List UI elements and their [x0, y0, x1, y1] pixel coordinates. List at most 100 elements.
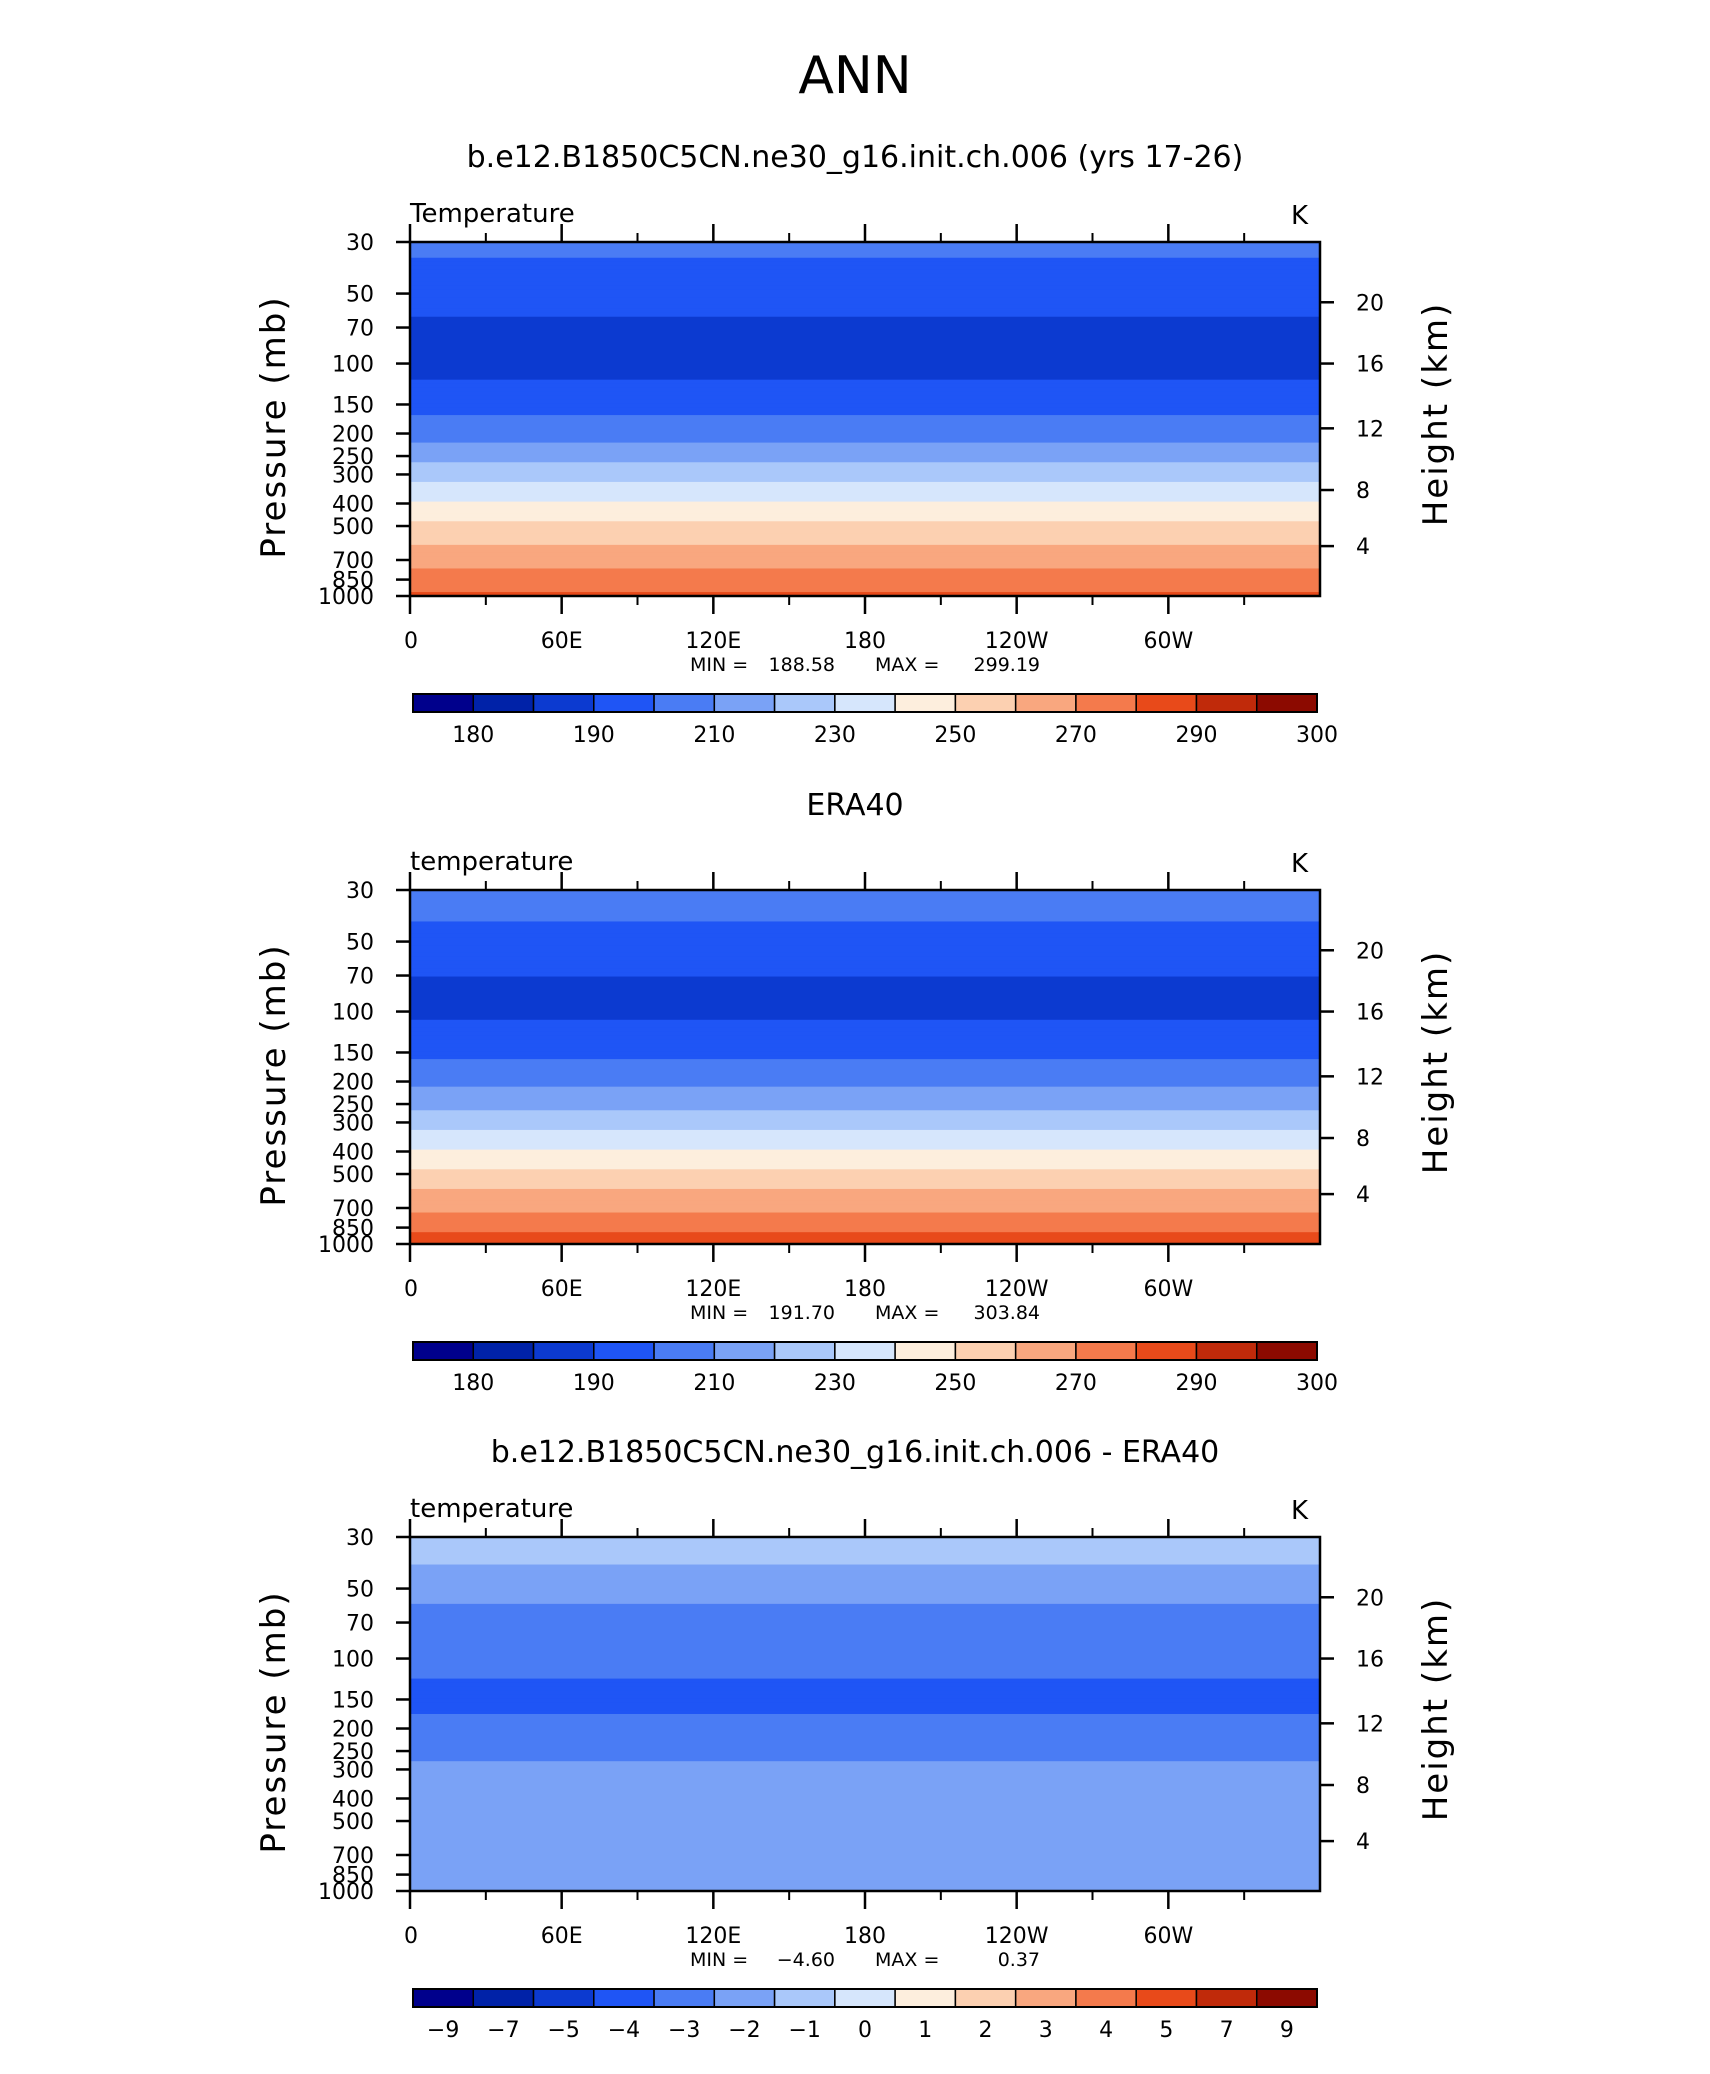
- contour-band: [410, 917, 1320, 923]
- x-tick-label: 120E: [685, 1924, 741, 1949]
- contour-band: [410, 1828, 1320, 1833]
- colorbar-label: 190: [573, 1371, 615, 1396]
- height-tick-label: 4: [1356, 1830, 1370, 1855]
- colorbar-swatch: [412, 1988, 475, 2008]
- contour-band: [410, 552, 1320, 558]
- contour-band: [410, 1008, 1320, 1013]
- contour-band: [410, 1110, 1320, 1115]
- contour-band: [410, 1776, 1320, 1782]
- colorbar-label: 300: [1296, 723, 1338, 748]
- min-label: MIN =: [690, 654, 748, 676]
- contour-band: [410, 1631, 1320, 1636]
- panel-title: b.e12.B1850C5CN.ne30_g16.init.ch.006 - E…: [491, 1435, 1220, 1470]
- colorbar-label: 300: [1296, 1371, 1338, 1396]
- contour-band: [410, 285, 1320, 290]
- contour-band: [410, 407, 1320, 412]
- contour-band: [410, 1157, 1320, 1162]
- colorbar-swatch: [954, 1341, 1017, 1361]
- contour-band: [410, 1023, 1320, 1029]
- contour-band: [410, 1761, 1320, 1766]
- contour-band: [410, 1192, 1320, 1198]
- colorbar-label: 290: [1175, 1371, 1217, 1396]
- contour-band: [410, 1039, 1320, 1044]
- contour-band: [410, 466, 1320, 471]
- colorbar-swatch: [1195, 693, 1258, 713]
- contour-band: [410, 1741, 1320, 1747]
- contour-band: [410, 1580, 1320, 1585]
- contour-band: [410, 1765, 1320, 1770]
- contour-band: [410, 1733, 1320, 1739]
- contour-band: [410, 442, 1320, 448]
- contour-band: [410, 568, 1320, 573]
- colorbar-swatch: [412, 1341, 475, 1361]
- colorbar-label: 7: [1220, 2018, 1234, 2043]
- contour-field: [410, 890, 1320, 1245]
- x-tick-label: 180: [844, 629, 886, 654]
- y-tick-label: 100: [332, 1648, 374, 1673]
- contour-band: [410, 1232, 1320, 1237]
- contour-band: [410, 1662, 1320, 1668]
- contour-band: [410, 493, 1320, 499]
- contour-band: [410, 1047, 1320, 1052]
- contour-band: [410, 1043, 1320, 1048]
- height-tick-label: 12: [1356, 1712, 1384, 1737]
- contour-band: [410, 265, 1320, 271]
- contour-band: [410, 505, 1320, 511]
- contour-band: [410, 1855, 1320, 1861]
- contour-band: [410, 304, 1320, 310]
- colorbar-frame: [412, 1988, 1318, 2008]
- max-value: 303.84: [974, 1302, 1040, 1324]
- x-tick-label: 120E: [685, 1277, 741, 1302]
- contour-band: [410, 968, 1320, 974]
- contour-band: [410, 937, 1320, 942]
- contour-band: [410, 1212, 1320, 1218]
- colorbar-swatch: [894, 1988, 957, 2008]
- height-tick-label: 20: [1356, 291, 1384, 316]
- contour-band: [410, 509, 1320, 514]
- contour-band: [410, 1843, 1320, 1849]
- contour-band: [410, 1788, 1320, 1794]
- y-tick-label: 300: [332, 1111, 374, 1136]
- contour-band: [410, 529, 1320, 534]
- contour-band: [410, 308, 1320, 314]
- contour-band: [410, 1196, 1320, 1202]
- contour-band: [410, 1082, 1320, 1088]
- y-tick-label: 850: [332, 1217, 374, 1242]
- contour-band: [410, 470, 1320, 475]
- contour-band: [410, 1796, 1320, 1802]
- panel-title: ERA40: [806, 788, 903, 823]
- contour-band: [410, 1576, 1320, 1581]
- units-label: K: [1291, 1496, 1309, 1526]
- colorbar-label: 0: [858, 2018, 872, 2043]
- contour-band: [410, 960, 1320, 966]
- x-tick-label: 60W: [1143, 1924, 1193, 1949]
- colorbar-swatch: [773, 693, 836, 713]
- colorbar: 180 190 210 230 250 270 290 300: [412, 1341, 1338, 1396]
- contour-band: [410, 415, 1320, 420]
- contour-band: [410, 419, 1320, 424]
- height-tick-label: 12: [1356, 417, 1384, 442]
- contour-band: [410, 501, 1320, 507]
- contour-band: [410, 360, 1320, 365]
- contour-band: [410, 1074, 1320, 1080]
- contour-band: [410, 893, 1320, 899]
- colorbar-label: 270: [1055, 1371, 1097, 1396]
- x-tick-label: 60E: [541, 629, 583, 654]
- contour-band: [410, 1812, 1320, 1817]
- contour-band: [410, 1710, 1320, 1715]
- contour-band: [410, 972, 1320, 978]
- contour-band: [410, 1694, 1320, 1699]
- contour-band: [410, 293, 1320, 298]
- colorbar-swatch: [593, 693, 655, 713]
- contour-band: [410, 929, 1320, 934]
- contour-band: [410, 383, 1320, 389]
- y-tick-label: 1000: [318, 585, 374, 610]
- colorbar-swatch: [1014, 1988, 1077, 2008]
- contour-band: [410, 556, 1320, 562]
- contour-band: [410, 1757, 1320, 1762]
- contour-band: [410, 1188, 1320, 1194]
- colorbar-frame: [412, 693, 1318, 713]
- contour-band: [410, 1666, 1320, 1672]
- contour-band: [410, 980, 1320, 985]
- colorbar-label: −9: [427, 2018, 459, 2043]
